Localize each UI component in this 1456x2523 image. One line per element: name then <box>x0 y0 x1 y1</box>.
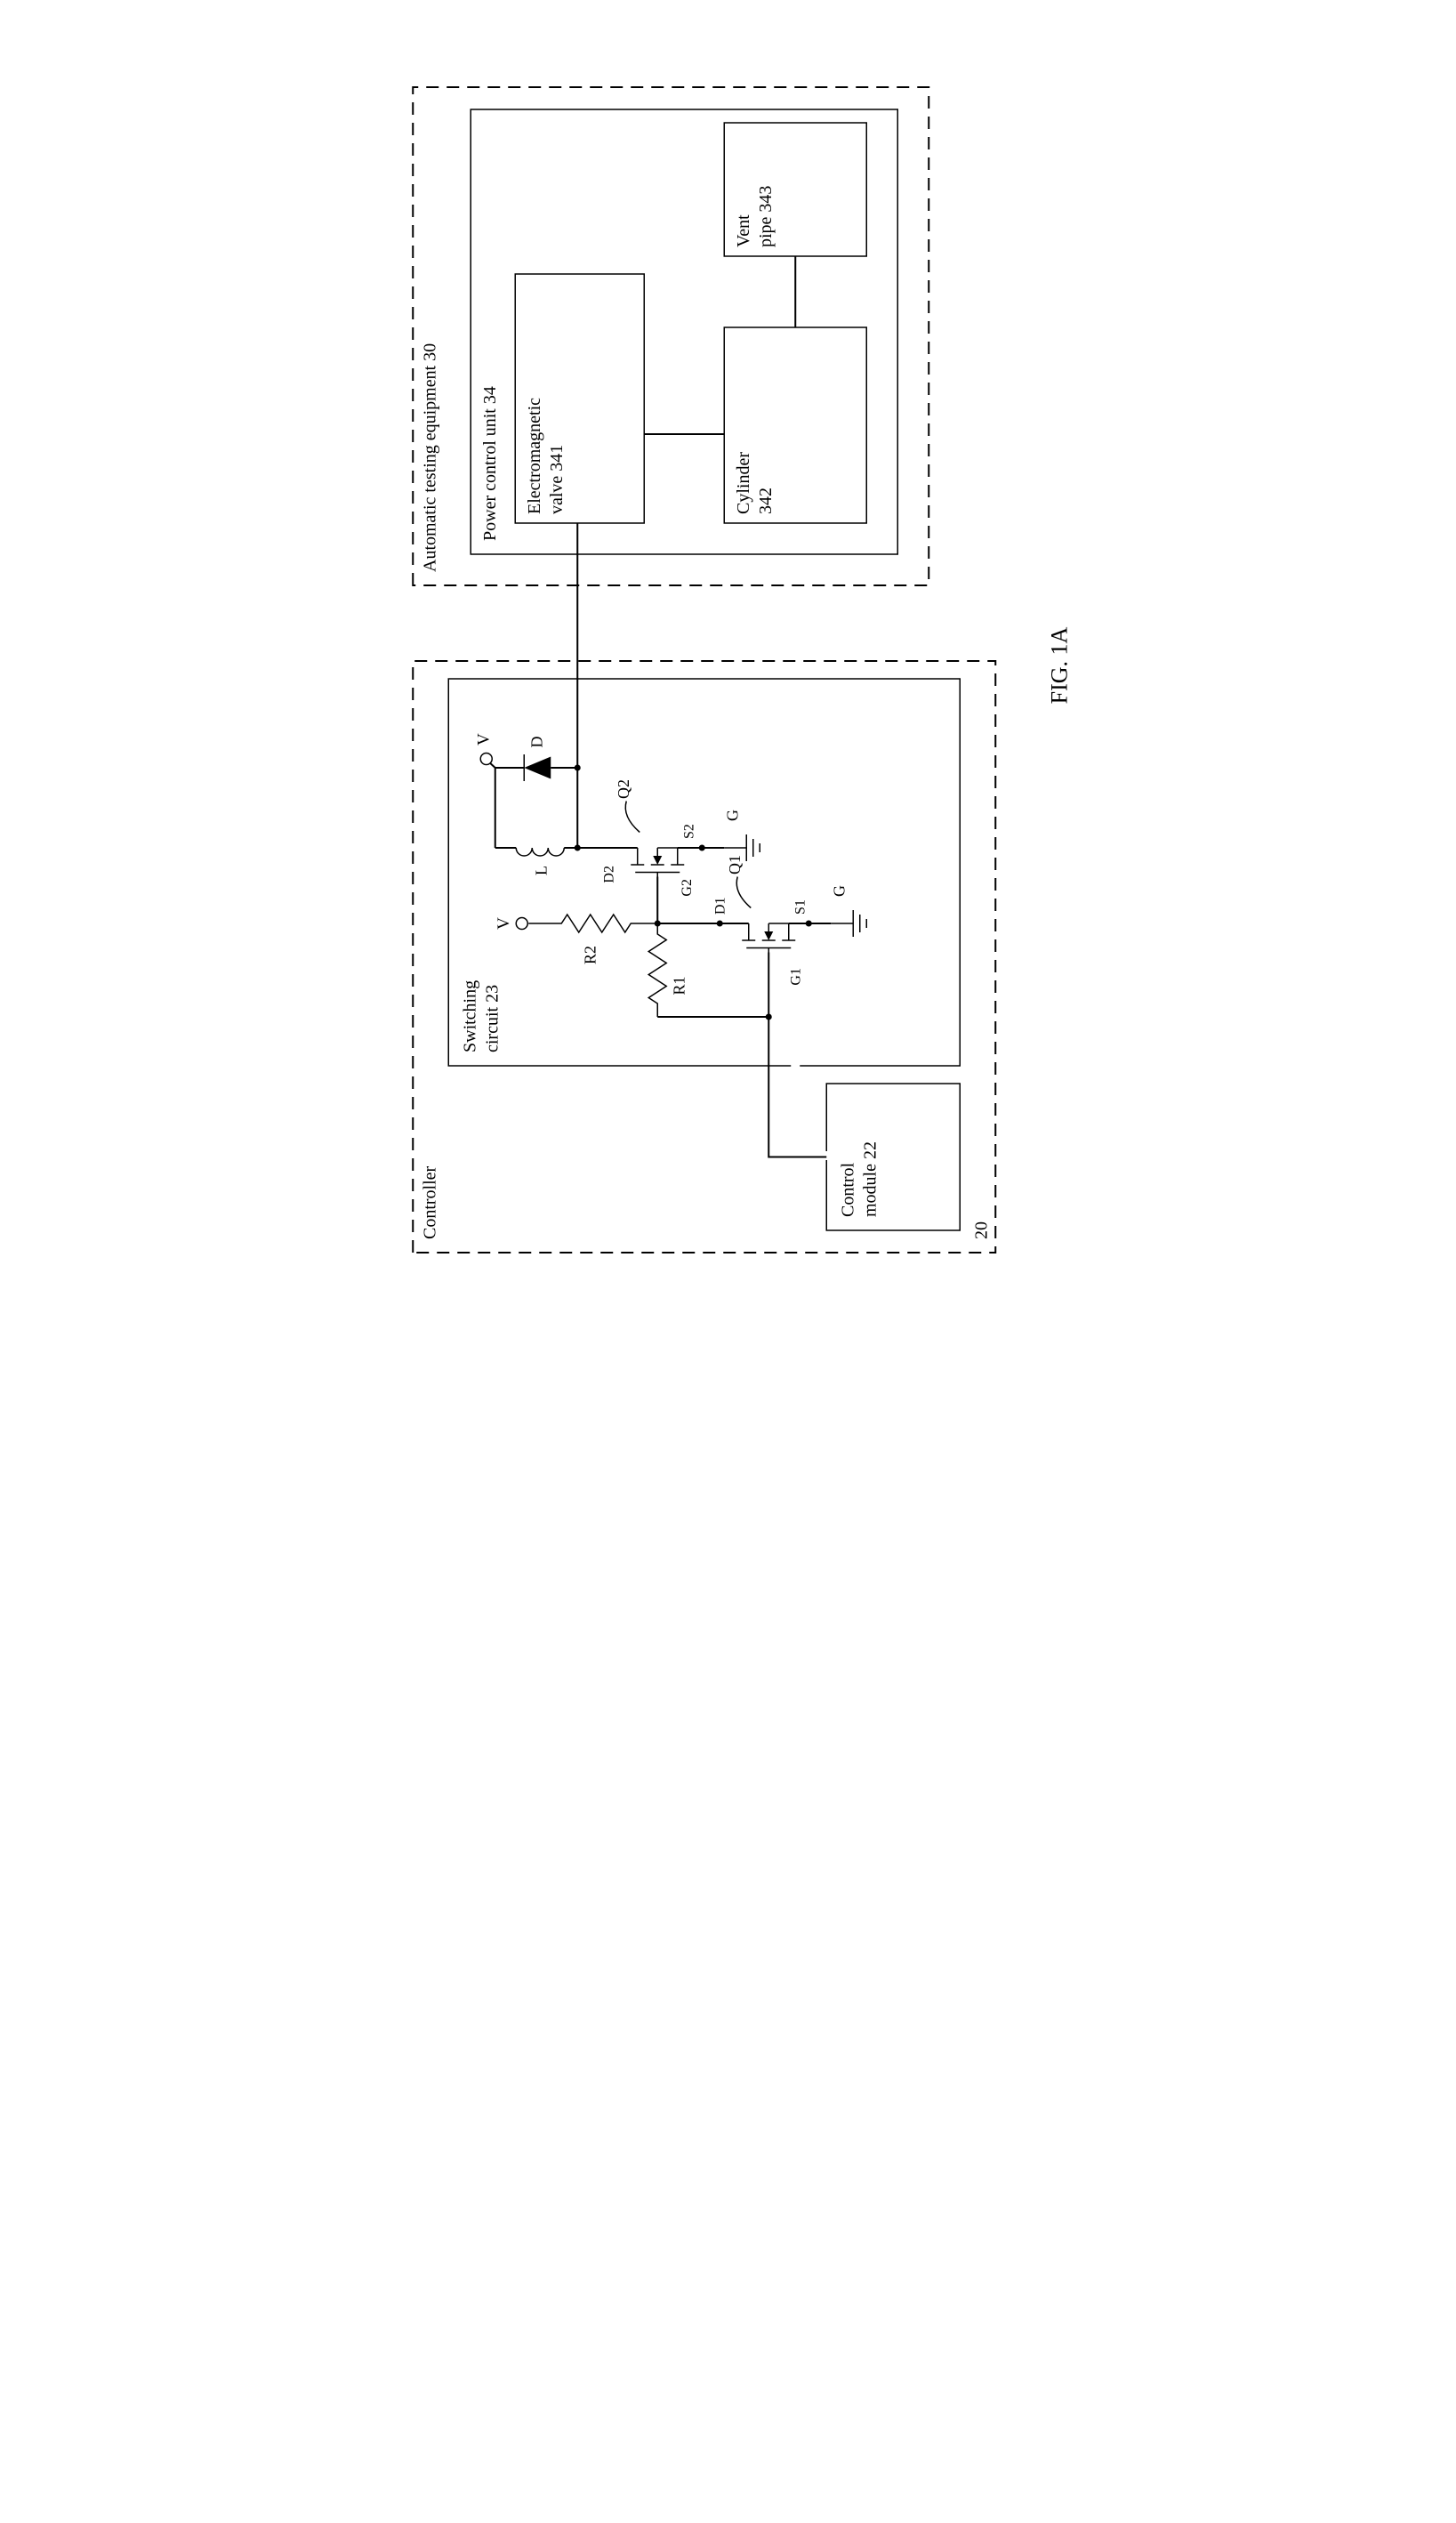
v-terminal-1 <box>516 918 527 930</box>
vent-l2: pipe 343 <box>756 186 776 247</box>
v2-label: V <box>474 733 493 746</box>
inductor-l <box>495 848 578 856</box>
q2-s-label: S2 <box>681 824 696 839</box>
v-terminal-2 <box>480 754 492 765</box>
mosfet-q2 <box>577 848 724 877</box>
pcu-title: Power control unit 34 <box>480 386 500 541</box>
q1-name: Q1 <box>726 855 744 875</box>
figure-caption: FIG. 1A <box>1046 626 1072 704</box>
ate-title: Automatic testing equipment 30 <box>420 343 439 572</box>
vent-l1: Vent <box>734 214 753 247</box>
switching-title: Switching <box>460 980 479 1052</box>
r1-label: R1 <box>670 976 688 995</box>
control-module-l2: module 22 <box>860 1141 880 1217</box>
controller-title: Controller <box>420 1165 439 1239</box>
l-label: L <box>532 866 550 875</box>
resistor-r2 <box>528 915 657 932</box>
q2-name: Q2 <box>615 779 632 799</box>
g-label-2: G <box>723 810 741 821</box>
controller-box <box>413 661 995 1253</box>
q2-g-label: G2 <box>680 879 695 897</box>
resistor-r1 <box>648 923 666 1017</box>
switching-circuit-box <box>448 679 960 1066</box>
circuit-diagram: Controller 20 Control module 22 Switchin… <box>364 36 1092 1297</box>
g-label-1: G <box>830 885 848 897</box>
q2-d-label: D2 <box>601 866 616 883</box>
r2-label: R2 <box>581 946 599 964</box>
q1-d-label: D1 <box>712 897 728 915</box>
wire-cm-to-g1 <box>795 1017 826 1157</box>
q1-s-label: S1 <box>792 899 808 915</box>
v1-label: V <box>495 917 513 930</box>
ev-l1: Electromagnetic <box>525 398 544 514</box>
cyl-l2: 342 <box>756 488 776 514</box>
d-label: D <box>527 737 545 748</box>
ground-q1 <box>831 910 866 937</box>
cyl-l1: Cylinder <box>734 452 753 514</box>
diode-d <box>495 754 578 781</box>
switching-sub: circuit 23 <box>482 985 502 1052</box>
control-module-l1: Control <box>838 1162 857 1217</box>
controller-ref: 20 <box>971 1221 991 1239</box>
ev-l2: valve 341 <box>547 445 567 514</box>
q1-g-label: G1 <box>788 968 803 986</box>
mosfet-q1 <box>720 923 831 953</box>
